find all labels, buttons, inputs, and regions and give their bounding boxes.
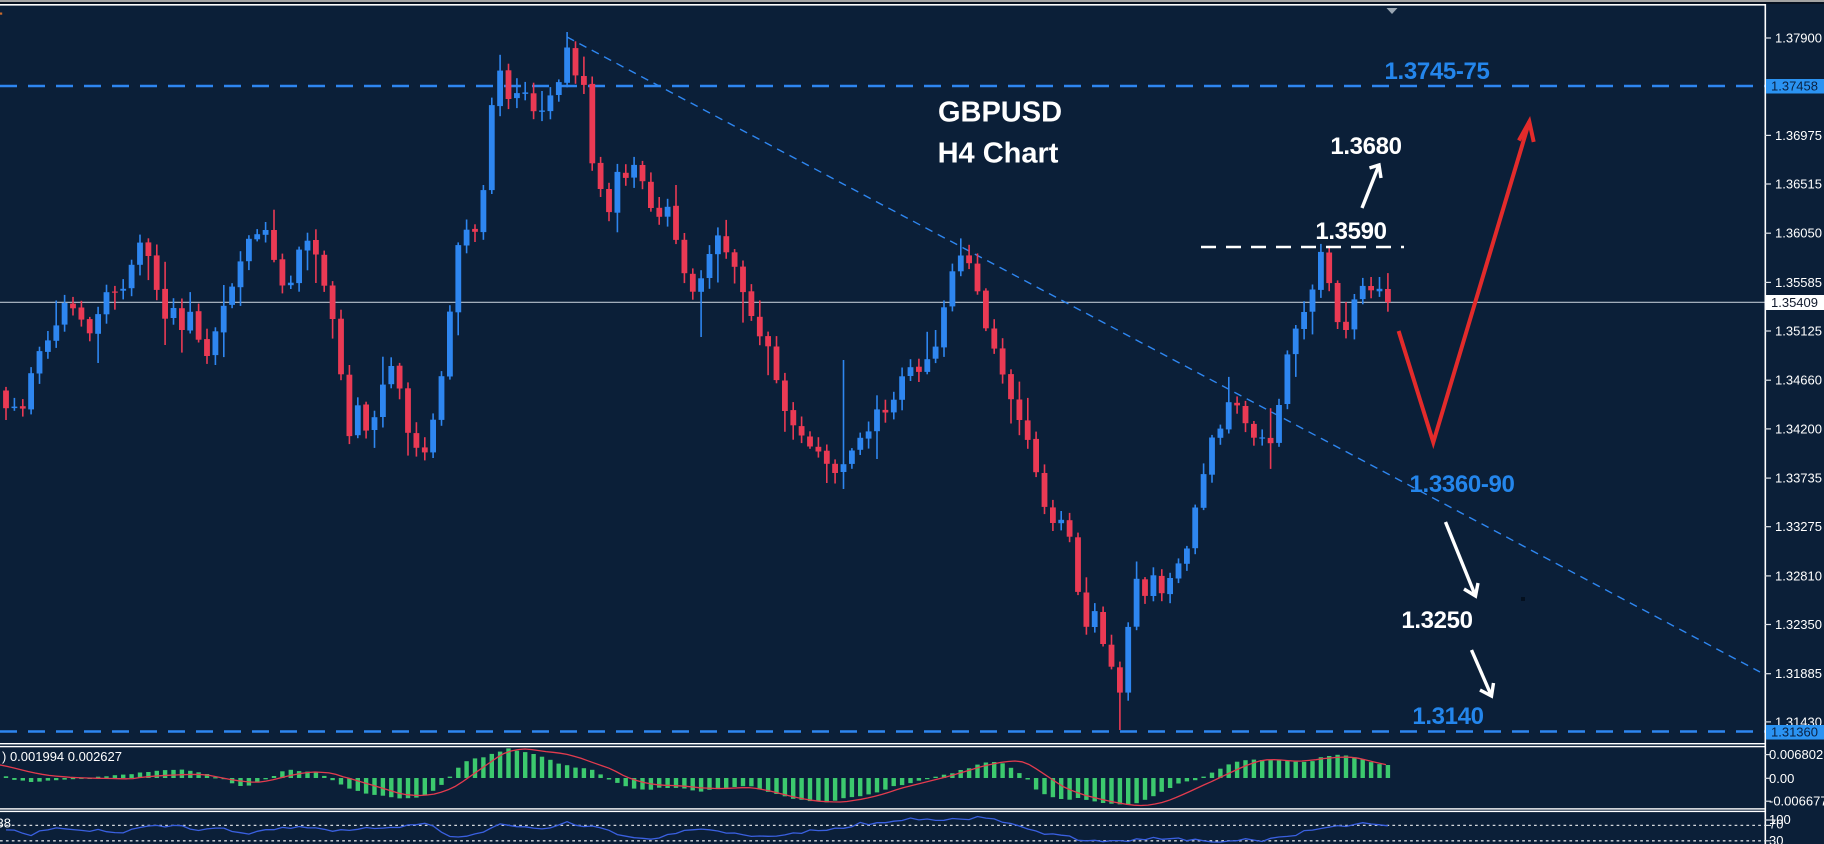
svg-text:1.33275: 1.33275: [1775, 519, 1822, 534]
svg-text:30: 30: [1769, 833, 1783, 844]
svg-text:1.37900: 1.37900: [1775, 31, 1822, 46]
svg-text:70: 70: [1769, 817, 1783, 832]
svg-text:1.35409: 1.35409: [1771, 295, 1818, 310]
svg-text:1.34200: 1.34200: [1775, 421, 1822, 436]
svg-text:1.36515: 1.36515: [1775, 177, 1822, 192]
svg-text:1.3745-75: 1.3745-75: [1385, 58, 1490, 85]
svg-text:1.31885: 1.31885: [1775, 666, 1822, 681]
svg-text:1.35125: 1.35125: [1775, 324, 1822, 339]
svg-text:1.34660: 1.34660: [1775, 373, 1822, 388]
svg-text:0.006802: 0.006802: [1769, 747, 1823, 762]
svg-text:1.36050: 1.36050: [1775, 226, 1822, 241]
svg-text:1.37458: 1.37458: [1771, 79, 1818, 94]
svg-text:) 0.001994 0.002627: ) 0.001994 0.002627: [2, 749, 122, 764]
svg-text:1.3590: 1.3590: [1315, 218, 1386, 245]
svg-text:1.36975: 1.36975: [1775, 128, 1822, 143]
svg-text:1.3680: 1.3680: [1330, 133, 1401, 160]
svg-text:1.3140: 1.3140: [1412, 703, 1483, 730]
svg-text:1.33735: 1.33735: [1775, 471, 1822, 486]
svg-text:1.31360: 1.31360: [1771, 725, 1818, 740]
svg-text:38: 38: [0, 816, 11, 831]
svg-text:H4 Chart: H4 Chart: [938, 138, 1059, 170]
svg-text:1.32810: 1.32810: [1775, 568, 1822, 583]
svg-text:GBPUSD: GBPUSD: [938, 97, 1062, 129]
svg-text:1.35585: 1.35585: [1775, 275, 1822, 290]
svg-text:1.3250: 1.3250: [1401, 607, 1472, 634]
svg-text:100: 100: [1769, 812, 1791, 827]
svg-text:-0.006677: -0.006677: [1769, 794, 1824, 809]
svg-text:0.00: 0.00: [1769, 771, 1794, 786]
svg-text:1.3360-90: 1.3360-90: [1410, 471, 1515, 498]
svg-text:1.32350: 1.32350: [1775, 617, 1822, 632]
